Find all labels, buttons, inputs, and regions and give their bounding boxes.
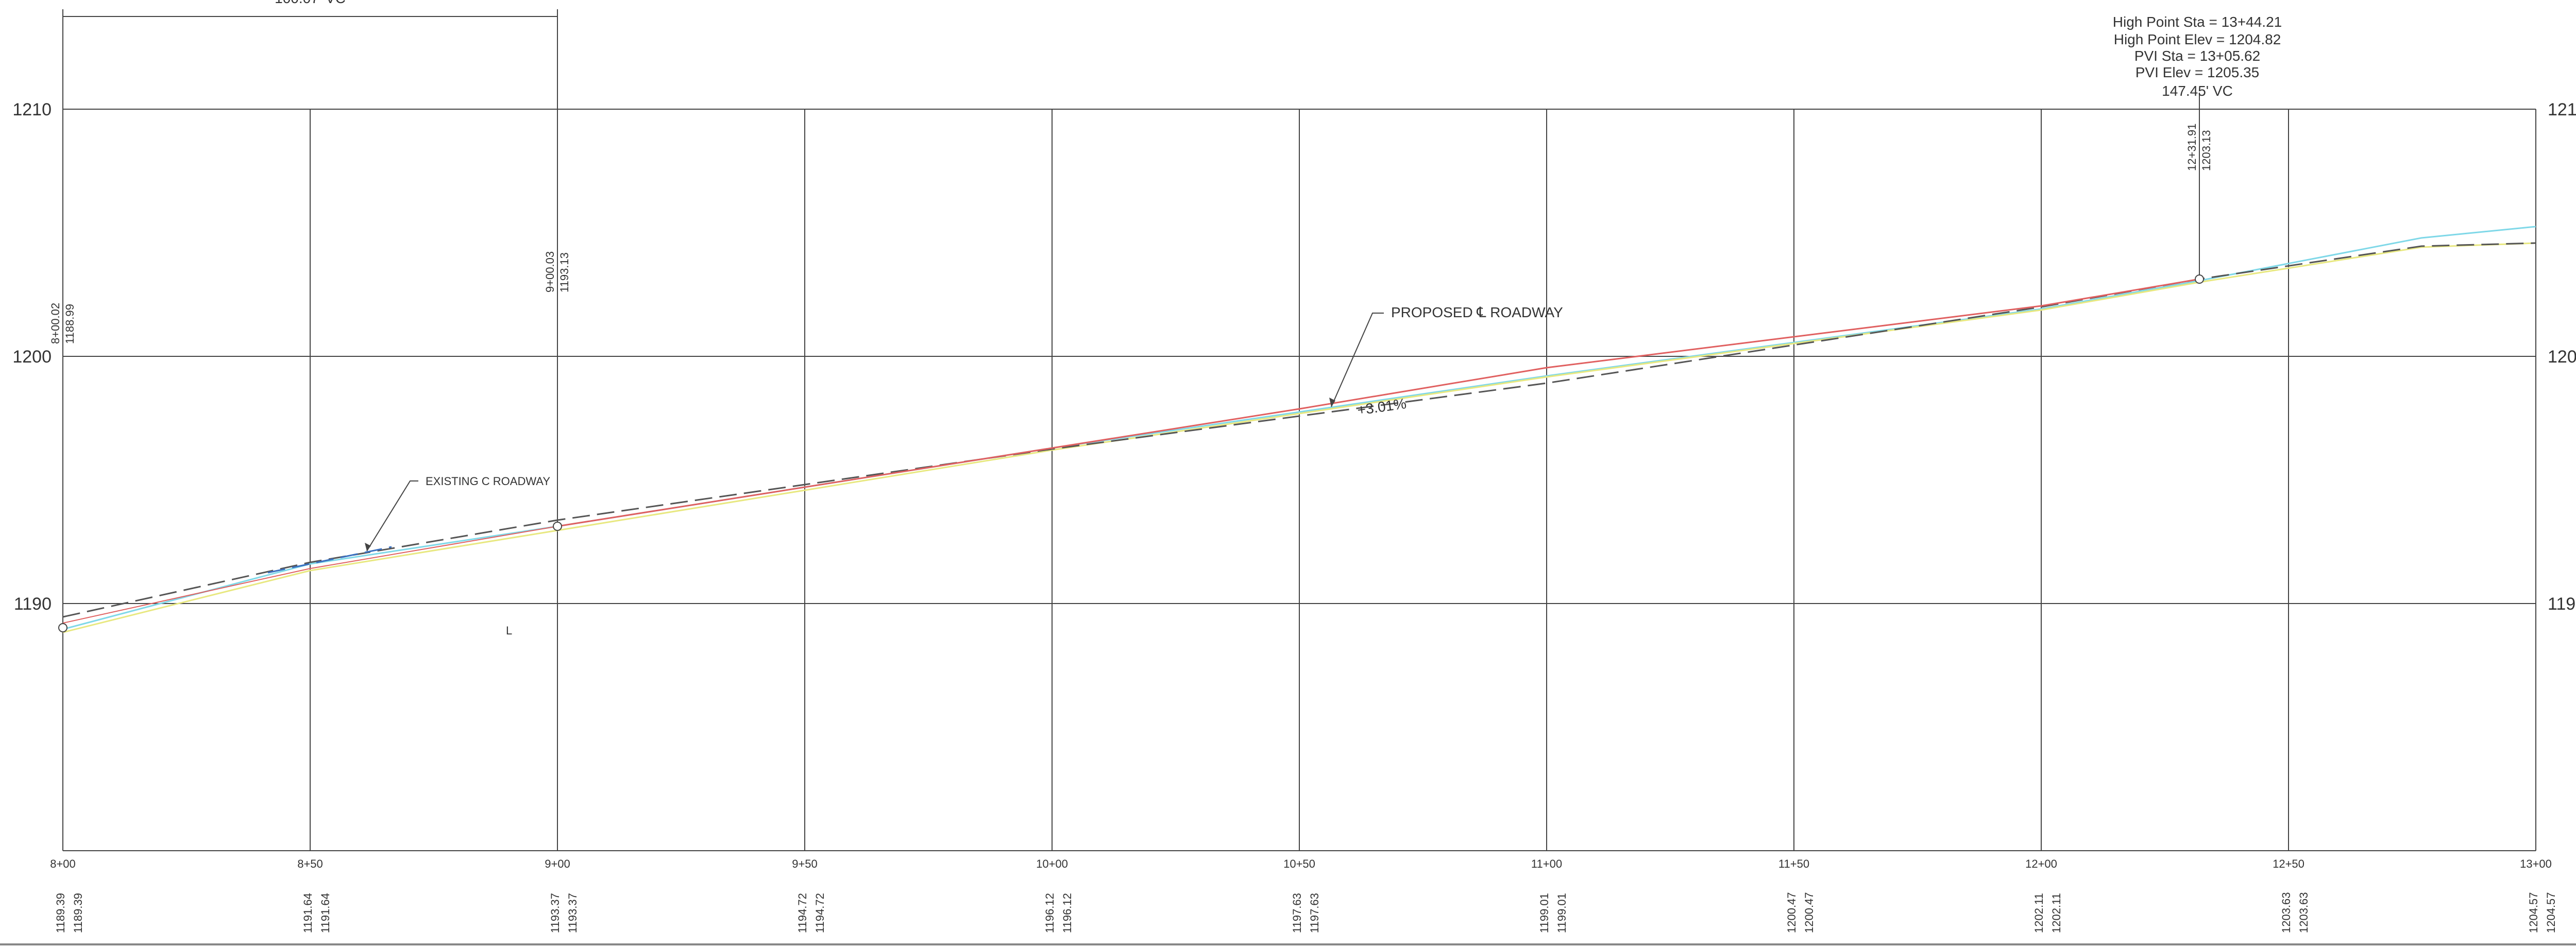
proposed-elev-value: 1189.39: [72, 893, 84, 933]
high-point-sta: High Point Sta = 13+44.21: [2113, 14, 2282, 30]
existing-elev-value: 1191.64: [301, 893, 314, 933]
profile-grid: [62, 109, 2536, 851]
proposed-elev-value: 1199.01: [1555, 893, 1568, 933]
top-vc-dimension: 100.07' VC: [62, 0, 558, 525]
proposed-elev-value: 1193.37: [566, 893, 579, 933]
marker-l: L: [506, 624, 512, 637]
vc-length: 147.45' VC: [2162, 83, 2233, 99]
proposed-elev-value: 1200.47: [1803, 892, 1816, 933]
existing-elev-value: 1200.47: [1785, 892, 1798, 933]
elev-label-right-1210: 1210: [2548, 100, 2576, 119]
station-label: 8+50: [297, 857, 323, 870]
elev-label-right-1200: 1200: [2548, 347, 2576, 367]
proposed-elev-value: 1204.57: [2545, 892, 2557, 933]
proposed-roadway-label: PROPOSED ℄ ROADWAY: [1391, 304, 1563, 320]
existing-elev-value: 1203.63: [2280, 892, 2293, 933]
station-labels: 8+00 8+50 9+00 9+50 10+00 10+50 11+00 11…: [50, 857, 2552, 870]
station-label: 12+50: [2273, 857, 2304, 870]
marker-elev-12-31-91: 1203.13: [2200, 130, 2213, 171]
existing-elev-value: 1194.72: [796, 893, 809, 933]
existing-roadway-label: EXISTING C ROADWAY: [426, 475, 550, 488]
elev-label-right-1190: 1190: [2548, 594, 2576, 614]
station-label: 12+00: [2025, 857, 2057, 870]
existing-roadway-callout: EXISTING C ROADWAY: [365, 475, 550, 552]
proposed-elev-value: 1196.12: [1061, 893, 1074, 933]
vertical-markers: 8+00.02 1188.99 9+00.03 1193.13 12+31.91…: [49, 93, 2213, 344]
proposed-elev-value: 1202.11: [2050, 893, 2063, 933]
station-label: 13+00: [2520, 857, 2552, 870]
marker-station-8-00-02: 8+00.02: [49, 303, 62, 344]
station-label: 9+00: [545, 857, 570, 870]
station-label: 9+50: [792, 857, 818, 870]
pvi-sta: PVI Sta = 13+05.62: [2134, 48, 2260, 64]
station-label: 11+00: [1531, 857, 1562, 870]
elev-label-left-1210: 1210: [12, 100, 52, 119]
existing-elev-value: 1204.57: [2527, 892, 2540, 933]
elevation-labels-right: 1210 1200 1190: [2548, 100, 2576, 614]
proposed-elev-value: 1197.63: [1308, 893, 1321, 933]
existing-elev-value: 1202.11: [2032, 893, 2045, 933]
proposed-elev-value: 1191.64: [319, 893, 332, 933]
pvi-point-8-00: [58, 623, 67, 632]
station-label: 8+00: [50, 857, 76, 870]
proposed-elev-value: 1203.63: [2297, 892, 2310, 933]
proposed-callout-leader: [1331, 313, 1384, 407]
pvi-points: [58, 274, 2204, 632]
proposed-curve-start: [62, 526, 558, 624]
yellow-surface-line: [62, 242, 2536, 633]
pvi-point-12-31: [2195, 274, 2204, 284]
bottom-elevations: 1189.39 1189.39 1191.64 1191.64 1193.37 …: [54, 892, 2557, 933]
marker-elev-8-00-02: 1188.99: [63, 304, 76, 344]
marker-station-9-00-03: 9+00.03: [544, 251, 556, 292]
high-point-annotation: High Point Sta = 13+44.21 High Point Ele…: [2113, 14, 2282, 99]
pvi-elev: PVI Elev = 1205.35: [2136, 64, 2260, 80]
blue-existing-segment: [267, 546, 392, 574]
existing-callout-leader: [366, 480, 418, 552]
existing-elev-value: 1199.01: [1538, 893, 1551, 933]
proposed-roadway-line: [557, 278, 2200, 527]
existing-roadway-line: [62, 242, 2536, 618]
existing-elev-value: 1193.37: [549, 893, 562, 933]
station-label: 10+50: [1283, 857, 1315, 870]
elev-label-left-1190: 1190: [14, 594, 52, 614]
elevation-labels-left: 1210 1200 1190: [12, 100, 52, 614]
existing-elev-value: 1196.12: [1043, 893, 1056, 933]
proposed-elev-value: 1194.72: [814, 893, 826, 933]
station-label: 10+00: [1036, 857, 1068, 870]
station-label: 11+50: [1778, 857, 1809, 870]
proposed-roadway-callout: PROPOSED ℄ ROADWAY: [1329, 304, 1563, 407]
pvi-point-9-00: [553, 522, 562, 531]
elev-label-left-1200: 1200: [12, 347, 52, 367]
existing-callout-arrow: [365, 543, 371, 551]
high-point-elev: High Point Elev = 1204.82: [2114, 31, 2281, 47]
profile-lines: [62, 226, 2536, 633]
marker-elev-9-00-03: 1193.13: [558, 252, 571, 292]
existing-elev-value: 1197.63: [1291, 893, 1303, 933]
vc-dimension-label: 100.07' VC: [275, 0, 346, 6]
cyan-surface-line: [62, 226, 2536, 630]
proposed-callout-arrow: [1329, 398, 1335, 407]
marker-station-12-31-91: 12+31.91: [2185, 124, 2198, 171]
existing-elev-value: 1189.39: [54, 893, 67, 933]
